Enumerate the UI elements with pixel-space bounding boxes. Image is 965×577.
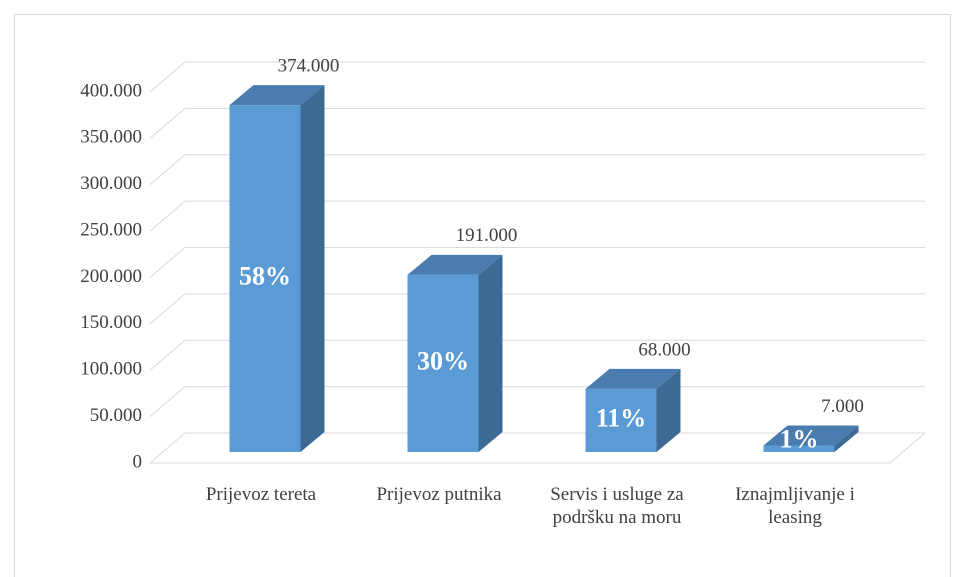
bar-side [478, 254, 503, 452]
y-tick-label: 350.000 [80, 127, 142, 148]
bar-side [300, 85, 325, 453]
x-tick-label: Prijevoz putnika [376, 484, 502, 505]
bar-side [656, 368, 681, 452]
grid-line-side [149, 386, 186, 418]
grid-line-side [149, 293, 186, 325]
value-label: 374.000 [278, 55, 340, 76]
grid-line-side [149, 432, 186, 464]
grid-line-side [149, 247, 186, 278]
floor-edge-right [889, 432, 926, 464]
y-tick-label: 200.000 [80, 266, 142, 287]
chart-frame [14, 14, 951, 577]
y-tick-label: 400.000 [80, 80, 142, 101]
y-tick-label: 50.000 [90, 405, 142, 426]
bar-top [229, 85, 325, 106]
grid-line-side [149, 61, 186, 93]
grid-line-side [149, 339, 186, 371]
x-tick-label: Prijevoz tereta [205, 484, 317, 505]
y-tick-label: 150.000 [80, 312, 142, 333]
value-label: 7.000 [821, 396, 864, 417]
percent-label: 30% [417, 346, 469, 375]
percent-label: 58% [239, 262, 291, 291]
bar-side [834, 425, 859, 452]
percent-label: 11% [596, 403, 647, 432]
y-tick-label: 300.000 [80, 173, 142, 194]
x-tick-label: Iznajmljivanje i leasing [735, 484, 855, 528]
value-label: 68.000 [638, 339, 690, 360]
bar [229, 105, 301, 453]
x-tick-label: Servis i usluge za podršku na moru [550, 484, 684, 528]
percent-label: 1% [780, 424, 819, 453]
bar [585, 388, 657, 452]
y-tick-label: 100.000 [80, 359, 142, 380]
y-tick-label: 250.000 [80, 219, 142, 240]
grid-line-side [149, 107, 186, 139]
grid-line-side [149, 200, 186, 232]
bar [407, 274, 479, 452]
bar [763, 445, 835, 452]
bar-top [585, 368, 681, 389]
bar-top [763, 425, 859, 446]
y-tick-label: 0 [133, 451, 143, 472]
bar-top [407, 254, 503, 275]
grid-line-side [149, 154, 186, 186]
value-label: 191.000 [456, 225, 518, 246]
